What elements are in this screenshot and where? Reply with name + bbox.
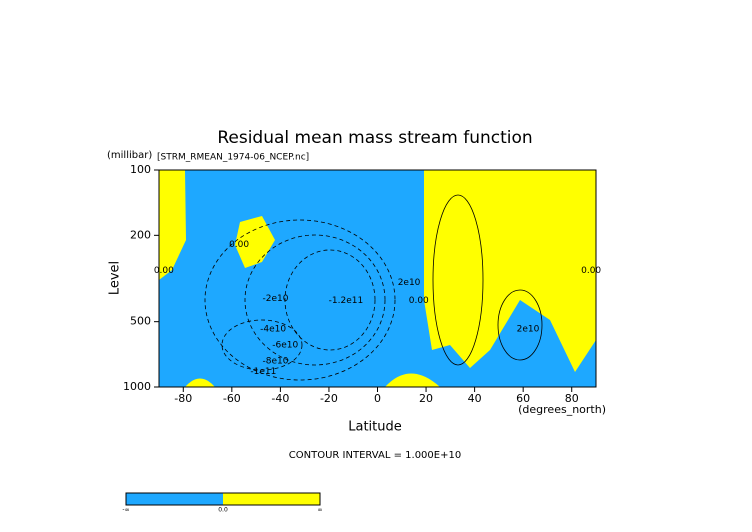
contour [432,194,484,366]
contour-interval: CONTOUR INTERVAL = 1.000E+10 [289,450,461,461]
contour-label: 2e10 [517,324,540,334]
contour [204,219,396,381]
y-units: (millibar) [107,150,152,161]
contour [497,289,543,361]
contour-label: -1e11 [250,367,276,377]
contour [284,249,376,351]
y-axis-label: Level [108,261,123,295]
contour-label: 0.00 [229,240,249,250]
contour-label: 0.00 [409,296,429,306]
subtitle: [STRM_RMEAN_1974-06_NCEP.nc] [157,153,309,163]
x-tick-label: 0 [374,392,381,405]
contour-label: -8e10 [263,357,289,367]
contour-label: -4e10 [260,324,286,334]
positive-region [159,170,186,280]
contour [244,234,386,366]
x-tick-label: -20 [320,392,338,405]
contour-label: -6e10 [272,340,298,350]
contour [221,319,303,371]
contour-label: -2e10 [263,294,289,304]
x-units: (degrees_north) [518,403,606,416]
x-tick-label: 40 [468,392,482,405]
y-tick-label: 100 [130,163,151,176]
x-tick-label: -40 [271,392,289,405]
contour-label: 2e10 [398,278,421,288]
colorbar-label: ∞ [318,507,323,514]
colorbar-swatch [126,493,223,505]
y-tick-label: 1000 [123,380,151,393]
contour-label: 0.00 [581,266,601,276]
x-tick-label: 60 [516,392,530,405]
positive-region [424,170,596,372]
y-tick-label: 500 [130,315,151,328]
contour-label: -1.2e11 [329,296,364,306]
x-tick-label: 80 [565,392,579,405]
colorbar-swatch [223,493,320,505]
colorbar-label: 0.0 [218,507,228,514]
x-axis-label: Latitude [348,420,402,435]
colorbar-label: -∞ [122,507,129,514]
y-tick-label: 200 [130,228,151,241]
positive-region [185,378,215,387]
chart-title: Residual mean mass stream function [217,128,532,148]
x-tick-label: 20 [419,392,433,405]
positive-region [385,373,440,387]
contour-label: 0.00 [154,266,174,276]
x-tick-label: -60 [223,392,241,405]
x-tick-label: -80 [174,392,192,405]
colorbar-frame [125,492,321,506]
